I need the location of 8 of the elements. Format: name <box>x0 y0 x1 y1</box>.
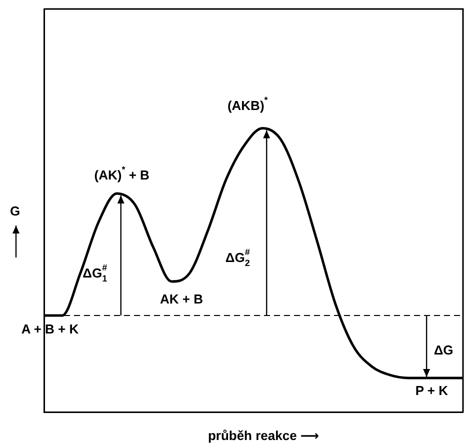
y-axis-title: G <box>10 204 20 218</box>
text: (AKB)* <box>227 95 268 114</box>
annotation: AK + B <box>160 291 204 306</box>
annotation: P + K <box>415 382 449 398</box>
x-axis-title: průběh reakce ⟶ <box>208 428 320 443</box>
annotation: ΔG <box>434 342 454 358</box>
annotation: (AK)* + B <box>94 164 150 182</box>
annotation: A + B + K <box>21 322 80 337</box>
